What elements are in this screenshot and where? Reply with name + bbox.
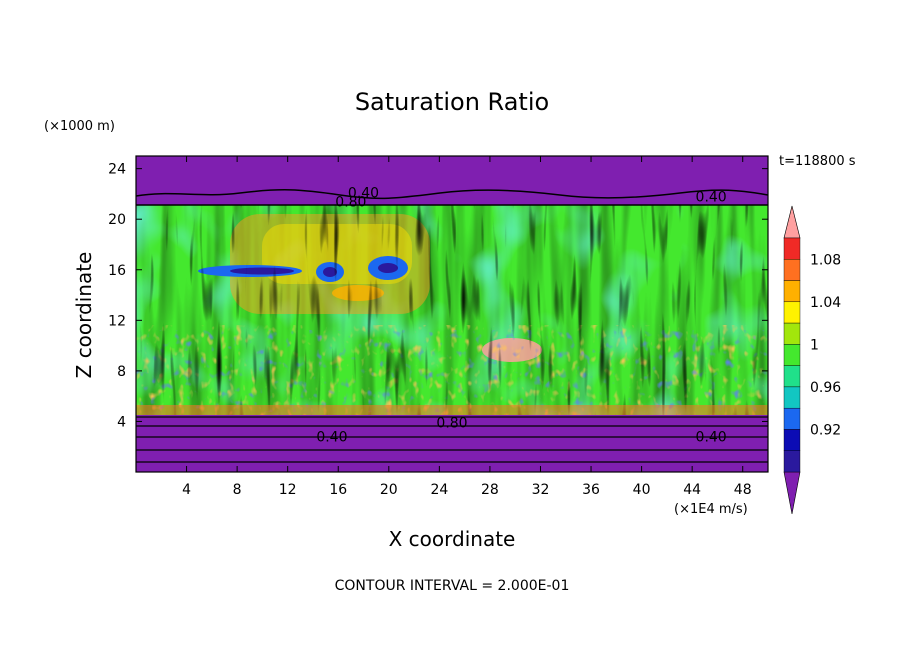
x-axis: 4 8 12 16 20 24 28 32 36 40 44 48: [182, 156, 752, 498]
contour-lines-texture: [136, 205, 768, 415]
colorbar-swatch: [783, 429, 801, 451]
x-tick-label: 8: [233, 482, 242, 498]
y-tick-label: 12: [108, 313, 126, 329]
y-tick-label: 8: [117, 364, 126, 380]
colorbar-swatch: [783, 365, 801, 388]
colorbar-bottom-arrow: [783, 471, 801, 515]
y-tick-label: 16: [108, 263, 126, 279]
x-tick-label: 44: [683, 482, 701, 498]
colorbar-swatch: [783, 237, 801, 260]
plot-frame: [135, 155, 769, 473]
colorbar-swatch: [783, 259, 801, 281]
y-tick-label: 24: [108, 162, 126, 178]
contour-label: 0.80: [335, 195, 366, 211]
y-tick-label: 20: [108, 212, 126, 228]
y-tick-label: 4: [117, 414, 126, 430]
x-tick-label: 24: [430, 482, 448, 498]
x-tick-label: 48: [734, 482, 752, 498]
time-label: t=118800 s: [779, 154, 856, 169]
colorbar-swatch: [783, 322, 801, 345]
colorbar-label: 0.96: [810, 380, 841, 396]
x-tick-label: 32: [532, 482, 550, 498]
x-axis-unit: (×1E4 m/s): [674, 502, 748, 517]
colorbar-label: 1: [810, 337, 819, 353]
plot-area: 0.400.80 0.400.800.40 0.40: [136, 156, 768, 472]
colorbar-swatch: [783, 386, 801, 409]
x-axis-label: X coordinate: [388, 527, 516, 551]
colorbar-label: 0.92: [810, 422, 841, 438]
lower-contour-lines: [136, 416, 768, 463]
colorbar-swatch: [783, 301, 801, 324]
x-tick-label: 16: [329, 482, 347, 498]
x-tick-label: 12: [279, 482, 297, 498]
upper-contour-0.40: [136, 189, 768, 200]
y-axis: 4 8 12 16 20 24: [108, 162, 768, 430]
y-axis-unit: (×1000 m): [44, 119, 115, 134]
contour-label: 0.40: [348, 186, 379, 202]
contour-label: 0.40: [696, 430, 727, 446]
chart-title: Saturation Ratio: [354, 88, 550, 116]
contour-label: 0.40: [316, 430, 347, 446]
y-axis-label: Z coordinate: [72, 251, 96, 379]
lower-band-top: [136, 405, 768, 415]
contour-interval-note: CONTOUR INTERVAL = 2.000E-01: [334, 578, 570, 594]
x-tick-label: 36: [582, 482, 600, 498]
x-tick-label: 4: [182, 482, 191, 498]
x-tick-label: 20: [380, 482, 398, 498]
colorbar-label: 1.08: [810, 252, 841, 268]
colorbar-swatch: [783, 407, 801, 430]
x-tick-label: 28: [481, 482, 499, 498]
colorbar-swatch: [783, 280, 801, 303]
colorbar-swatch: [783, 344, 801, 366]
contour-label: 0.80: [436, 416, 467, 432]
colorbar: 0.92 0.96 1 1.04 1.08: [783, 205, 841, 515]
colorbar-top-arrow: [783, 205, 801, 239]
contour-label: 0.40: [696, 189, 727, 205]
contour-labels: 0.400.80 0.400.800.40 0.40: [316, 186, 726, 446]
x-tick-label: 40: [633, 482, 651, 498]
colorbar-label: 1.04: [810, 295, 841, 311]
colorbar-swatch: [783, 450, 801, 473]
